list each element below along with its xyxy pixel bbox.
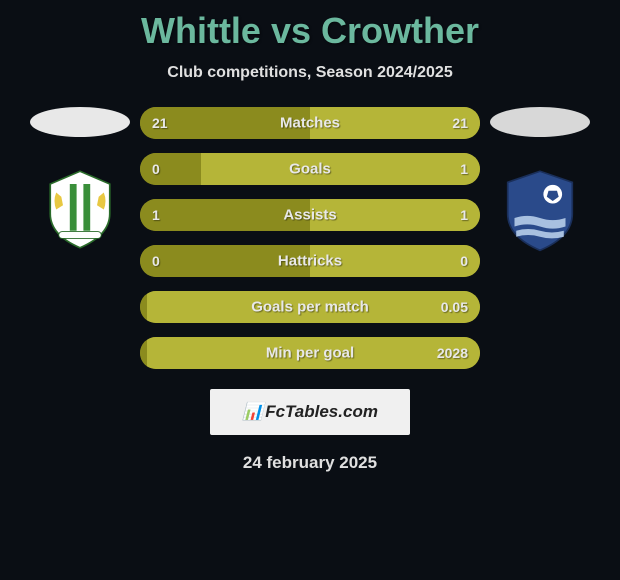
stat-value-left: 1 [152, 207, 160, 223]
stat-value-right: 1 [460, 161, 468, 177]
right-player-photo-placeholder [490, 107, 590, 137]
stat-value-right: 21 [452, 115, 468, 131]
bar-segment-left [140, 153, 201, 185]
stat-label: Goals per match [251, 299, 369, 316]
snapshot-date: 24 february 2025 [0, 453, 620, 473]
stat-row-goals: 0 Goals 1 [140, 153, 480, 185]
left-player-photo-placeholder [30, 107, 130, 137]
stat-row-min-per-goal: Min per goal 2028 [140, 337, 480, 369]
stat-row-assists: 1 Assists 1 [140, 199, 480, 231]
stat-label: Min per goal [266, 345, 354, 362]
right-team-column [480, 107, 600, 252]
stat-label: Goals [289, 161, 331, 178]
stat-value-right: 1 [460, 207, 468, 223]
stat-value-right: 0.05 [441, 299, 468, 315]
left-team-column [20, 107, 140, 252]
stat-row-hattricks: 0 Hattricks 0 [140, 245, 480, 277]
stat-value-right: 0 [460, 253, 468, 269]
left-team-crest [35, 167, 125, 252]
bar-segment-right [201, 153, 480, 185]
stat-label: Matches [280, 115, 340, 132]
stat-label: Hattricks [278, 253, 342, 270]
stat-value-left: 0 [152, 161, 160, 177]
site-logo-badge: 📊 FcTables.com [210, 389, 410, 435]
stats-bars: 21 Matches 21 0 Goals 1 1 Assists 1 0 Hattricks 0 Go… [140, 107, 480, 369]
bar-segment-left [140, 291, 147, 323]
chart-icon: 📊 [242, 402, 261, 422]
stat-row-goals-per-match: Goals per match 0.05 [140, 291, 480, 323]
page-subtitle: Club competitions, Season 2024/2025 [0, 64, 620, 82]
stat-value-left: 0 [152, 253, 160, 269]
stat-value-right: 2028 [437, 345, 468, 361]
comparison-container: 21 Matches 21 0 Goals 1 1 Assists 1 0 Hattricks 0 Go… [0, 107, 620, 369]
right-team-crest [495, 167, 585, 252]
site-logo-text: FcTables.com [265, 402, 378, 422]
page-title: Whittle vs Crowther [0, 0, 620, 52]
stat-row-matches: 21 Matches 21 [140, 107, 480, 139]
stat-value-left: 21 [152, 115, 168, 131]
bar-segment-left [140, 337, 147, 369]
stat-label: Assists [283, 207, 336, 224]
